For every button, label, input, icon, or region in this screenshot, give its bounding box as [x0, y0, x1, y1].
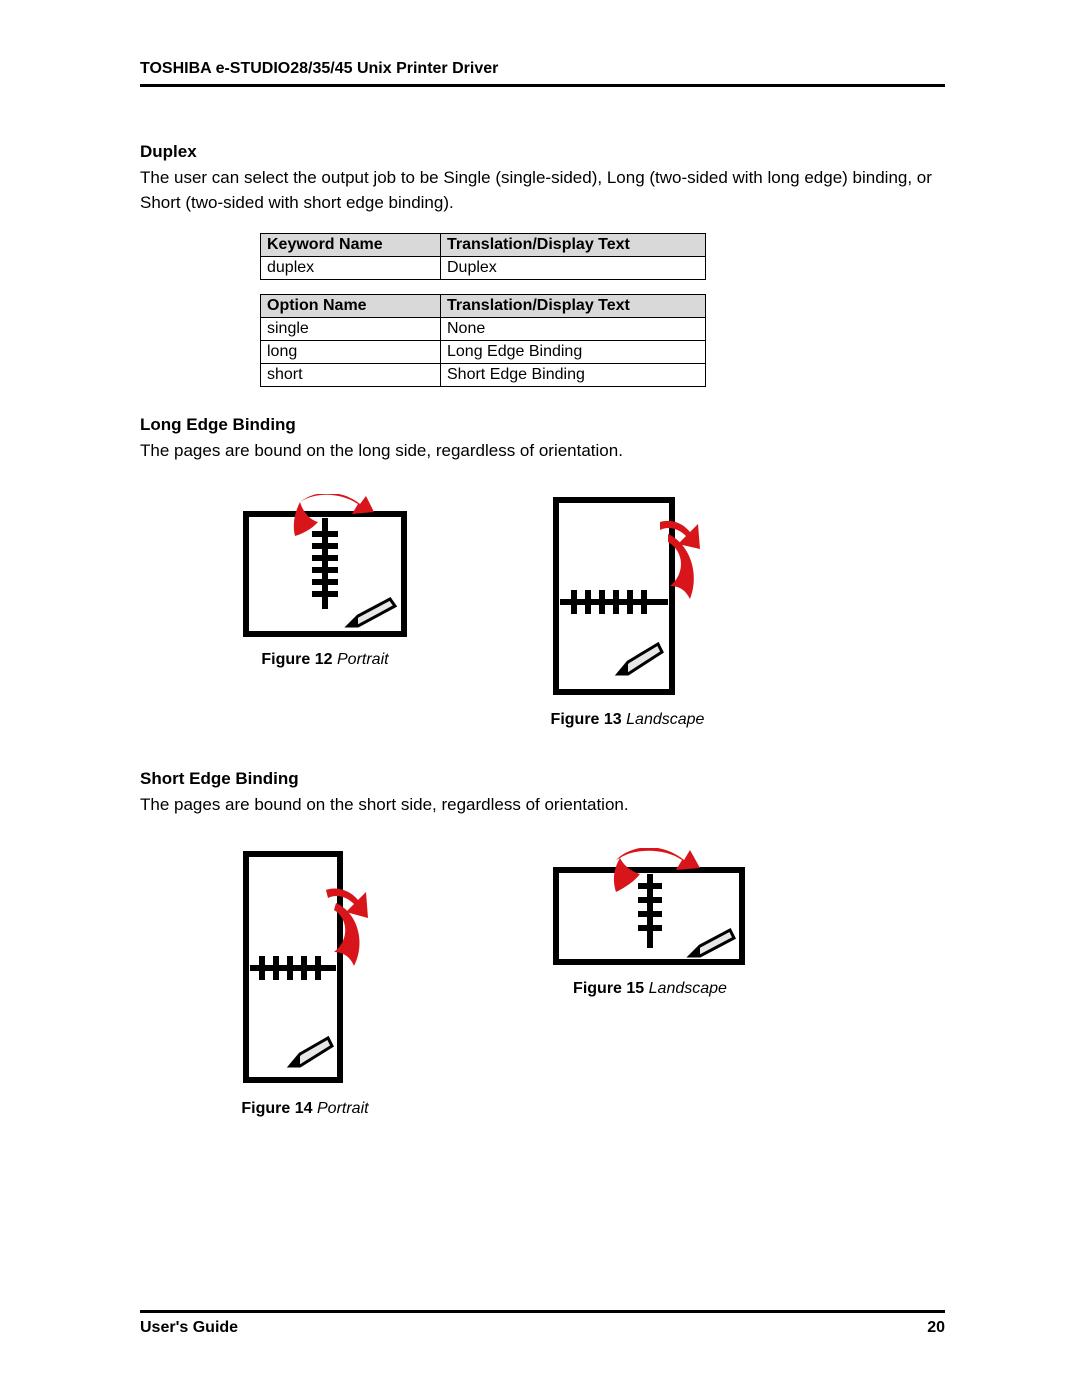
- keyword-table-wrap: Keyword Name Translation/Display Text du…: [260, 233, 945, 280]
- table-row: long Long Edge Binding: [261, 341, 706, 364]
- page-footer: User's Guide 20: [140, 1310, 945, 1337]
- option-table: Option Name Translation/Display Text sin…: [260, 294, 706, 387]
- short-edge-figure-row: Figure 14 Portrait Figure 15 Landsca: [240, 848, 945, 1118]
- figure-caption-text: Landscape: [649, 980, 727, 997]
- figure-label: Figure 15: [573, 980, 644, 997]
- short-edge-description: The pages are bound on the short side, r…: [140, 793, 945, 818]
- table-row: duplex Duplex: [261, 257, 706, 280]
- footer-page-number: 20: [927, 1319, 945, 1337]
- figure-caption: Figure 14 Portrait: [241, 1100, 368, 1118]
- section-title-long-edge: Long Edge Binding: [140, 415, 945, 435]
- page-header: TOSHIBA e-STUDIO28/35/45 Unix Printer Dr…: [140, 60, 945, 87]
- document-page: TOSHIBA e-STUDIO28/35/45 Unix Printer Dr…: [0, 0, 1080, 1397]
- figure-caption: Figure 13 Landscape: [551, 711, 705, 729]
- figure-label: Figure 12: [261, 651, 332, 668]
- long-edge-portrait-icon: [240, 494, 410, 639]
- footer-left: User's Guide: [140, 1319, 238, 1337]
- figure-caption-text: Landscape: [626, 711, 704, 728]
- table-cell: single: [261, 318, 441, 341]
- section-title-duplex: Duplex: [140, 142, 945, 162]
- figure-caption: Figure 15 Landscape: [573, 980, 727, 998]
- option-table-header: Option Name: [261, 295, 441, 318]
- option-table-wrap: Option Name Translation/Display Text sin…: [260, 294, 945, 387]
- table-row: single None: [261, 318, 706, 341]
- keyword-table: Keyword Name Translation/Display Text du…: [260, 233, 706, 280]
- figure-14: Figure 14 Portrait: [240, 848, 370, 1118]
- table-cell: Long Edge Binding: [441, 341, 706, 364]
- table-cell: Duplex: [441, 257, 706, 280]
- figure-12: Figure 12 Portrait: [240, 494, 410, 729]
- table-cell: None: [441, 318, 706, 341]
- figure-caption-text: Portrait: [337, 651, 389, 668]
- table-cell: short: [261, 364, 441, 387]
- table-cell: Short Edge Binding: [441, 364, 706, 387]
- keyword-table-header: Keyword Name: [261, 234, 441, 257]
- section-title-short-edge: Short Edge Binding: [140, 769, 945, 789]
- keyword-table-header: Translation/Display Text: [441, 234, 706, 257]
- table-cell: duplex: [261, 257, 441, 280]
- figure-13: Figure 13 Landscape: [550, 494, 705, 729]
- header-title: TOSHIBA e-STUDIO28/35/45 Unix Printer Dr…: [140, 60, 498, 77]
- long-edge-description: The pages are bound on the long side, re…: [140, 439, 945, 464]
- short-edge-landscape-icon: [550, 848, 750, 968]
- figure-15: Figure 15 Landscape: [550, 848, 750, 1118]
- figure-label: Figure 13: [551, 711, 622, 728]
- duplex-description: The user can select the output job to be…: [140, 166, 945, 215]
- option-table-header: Translation/Display Text: [441, 295, 706, 318]
- figure-caption-text: Portrait: [317, 1100, 369, 1117]
- long-edge-figure-row: Figure 12 Portrait: [240, 494, 945, 729]
- table-row: short Short Edge Binding: [261, 364, 706, 387]
- short-edge-portrait-icon: [240, 848, 370, 1088]
- table-cell: long: [261, 341, 441, 364]
- figure-label: Figure 14: [241, 1100, 312, 1117]
- figure-caption: Figure 12 Portrait: [261, 651, 388, 669]
- long-edge-landscape-icon: [550, 494, 705, 699]
